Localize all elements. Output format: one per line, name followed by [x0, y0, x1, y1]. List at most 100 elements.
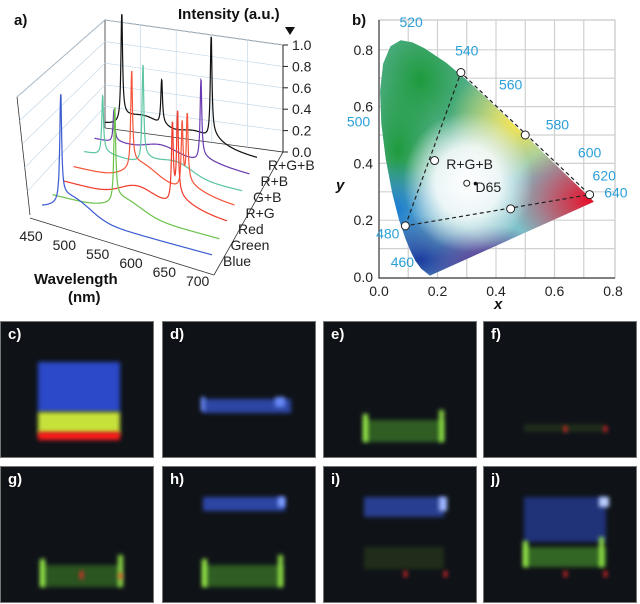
cie-axis-lines [378, 20, 615, 279]
series-label: Blue [223, 253, 251, 269]
series-label: G+B [253, 189, 281, 205]
panel-label: f) [491, 326, 501, 343]
spectra-traces [42, 14, 258, 256]
intensity-tick-label: 0.6 [292, 80, 312, 96]
wavelength-label: 520 [399, 14, 423, 30]
spectrum-trace-r-g [73, 70, 235, 206]
emission-region [201, 397, 205, 411]
emission-region [604, 426, 607, 432]
emission-region [364, 420, 444, 442]
cie-x-tick-label: 0.2 [428, 283, 448, 299]
emission-region [524, 547, 606, 567]
wavelength-label: 580 [546, 116, 570, 132]
left-wall-gridline [21, 62, 106, 145]
series-label: Red [238, 221, 264, 237]
cie-point-blue [400, 221, 410, 231]
cie-y-tick-label: 0.2 [354, 212, 374, 228]
photo-panel-f: f) [483, 321, 637, 458]
emission-region [203, 565, 283, 587]
photo-panel-i: i) [323, 466, 477, 603]
wall-grid [16, 19, 284, 192]
cie-point-red [585, 190, 595, 200]
panel-label-a: a) [14, 12, 27, 29]
photo-panel-h: h) [162, 466, 316, 603]
left-wall-gridline [24, 84, 106, 169]
cie-ticks: 0.0 0.2 0.4 0.6 0.8 0.0 0.2 0.4 0.6 0.8 [354, 42, 623, 299]
cie-panel: 0.0 0.2 0.4 0.6 0.8 0.0 0.2 0.4 0.6 0.8 520 540 560… [335, 12, 628, 313]
back-wall-gridline [104, 84, 284, 110]
cie-annotation: D65 [476, 179, 502, 195]
back-wall-gridline [104, 62, 284, 89]
wavelength-axis-title: Wavelength [34, 271, 118, 288]
emission-region [599, 537, 604, 567]
panel-label: d) [170, 326, 185, 343]
panel-label: i) [331, 471, 341, 488]
panel-label: c) [8, 326, 22, 343]
cie-x-tick-label: 0.4 [486, 283, 506, 299]
wavelength-label: 480 [376, 226, 400, 242]
emission-region [203, 399, 291, 413]
cie-y-tick-label: 0.0 [354, 269, 374, 285]
cie-y-axis-title: y [335, 177, 345, 194]
panel-label: g) [8, 471, 23, 488]
floor-front-edge [29, 217, 215, 276]
emission-region [364, 547, 444, 569]
emission-region [564, 571, 567, 577]
figure-top: 0.0 0.2 0.4 0.6 0.8 1.0 450 500 550 600 650 700 R+… [14, 6, 628, 313]
emission-region [604, 571, 607, 577]
cie-point-r-b [506, 204, 516, 214]
series-label: Green [231, 237, 270, 253]
intensity-ticks: 0.0 0.2 0.4 0.6 0.8 1.0 [283, 37, 312, 160]
emission-region [80, 571, 83, 579]
spectrum-trace-g-b [83, 64, 243, 192]
wavelength-label: 620 [593, 167, 617, 183]
intensity-axis-title: Intensity (a.u.) [178, 6, 280, 23]
cie-x-tick-label: 0.6 [545, 283, 565, 299]
photo-panel-j: j) [483, 466, 637, 603]
emission-region [599, 497, 609, 507]
emission-region [564, 426, 567, 432]
cie-point-green [456, 68, 466, 78]
emission-region [203, 497, 285, 511]
wavelength-label: 560 [499, 77, 523, 93]
back-wall-gridline [104, 106, 284, 131]
emission-region [404, 571, 407, 577]
wavelength-tick-label: 700 [186, 273, 210, 289]
cie-points [400, 68, 595, 231]
series-label: R+B [261, 173, 289, 189]
emission-region [38, 362, 120, 412]
cie-y-tick-label: 0.8 [354, 42, 374, 58]
photo-panel-e: e) [323, 321, 477, 458]
emission-region [523, 541, 528, 567]
emission-region [38, 412, 120, 434]
left-wall-gridline [27, 106, 106, 192]
panel-label-b: b) [352, 12, 366, 29]
emission-region [278, 497, 285, 507]
back-wall-gridline [104, 19, 284, 46]
emission-region [524, 497, 606, 542]
cie-x-axis-title: x [493, 296, 503, 313]
spectrum-trace-red [62, 110, 228, 222]
left-wall-gridline [19, 41, 106, 121]
cie-y-tick-label: 0.4 [354, 155, 374, 171]
back-wall-gridline [104, 41, 284, 67]
wavelength-tick-label: 450 [19, 228, 43, 244]
intensity-tick-label: 1.0 [292, 37, 312, 53]
emission-region [363, 414, 368, 442]
emission-region [439, 410, 444, 442]
emission-region [444, 571, 447, 577]
cie-point-r-g-b [463, 179, 471, 187]
panel-label: h) [170, 471, 185, 488]
intensity-tick-label: 0.4 [292, 101, 312, 117]
wavelength-tick-label: 500 [53, 237, 77, 253]
floor-right-edge [213, 151, 284, 276]
left-wall-gridline [16, 19, 106, 98]
intensity-arrow-icon [285, 27, 295, 35]
wavelength-ticks: 450 500 550 600 650 700 [19, 228, 209, 289]
emission-region [364, 497, 444, 517]
spectra-3d-panel: 0.0 0.2 0.4 0.6 0.8 1.0 450 500 550 600 650 700 R+… [14, 6, 315, 306]
wavelength-label: 540 [455, 42, 479, 58]
photo-panel-d: d) [162, 321, 316, 458]
